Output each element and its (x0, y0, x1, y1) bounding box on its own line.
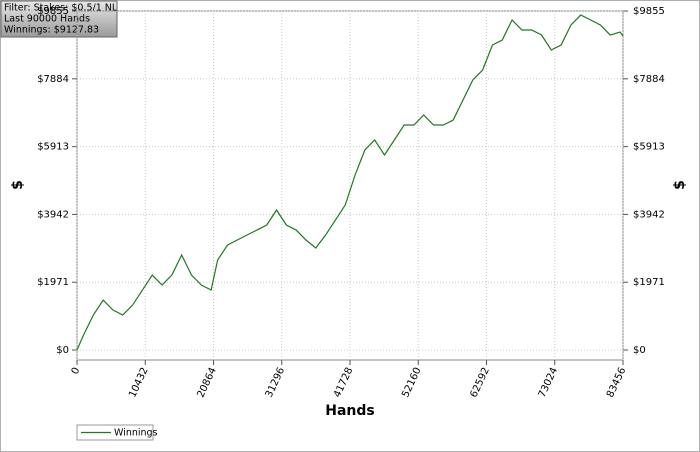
y2-tick-label: $3942 (633, 209, 665, 220)
y-axis-label: $ (10, 180, 26, 190)
legend (76, 424, 154, 441)
y-tick-label: $0 (56, 345, 69, 356)
info-line: Filter: Stakes: $0.5/1 NL (4, 3, 118, 14)
y-tick-label: $7884 (37, 74, 69, 85)
y2-tick-label: $5913 (633, 142, 665, 153)
y2-tick-label: $0 (633, 345, 646, 356)
y-tick-label: $5913 (37, 142, 69, 153)
series-line (76, 14, 624, 351)
y2-axis-label: $ (672, 180, 688, 190)
y2-tick-label: $9855 (633, 6, 665, 17)
legend-label: Winnings (114, 428, 158, 439)
info-box (0, 0, 118, 38)
y2-tick-label: $1971 (633, 277, 665, 288)
info-line: Last 90000 Hands (4, 14, 90, 25)
x-axis-label: Hands (325, 403, 375, 419)
info-line: Winnings: $9127.83 (4, 25, 99, 36)
y2-tick-label: $7884 (633, 74, 665, 85)
y-tick-label: $1971 (37, 277, 69, 288)
y-tick-label: $9855 (37, 6, 69, 17)
x-tick-label: 0 (70, 366, 83, 376)
y-tick-label: $3942 (37, 209, 69, 220)
